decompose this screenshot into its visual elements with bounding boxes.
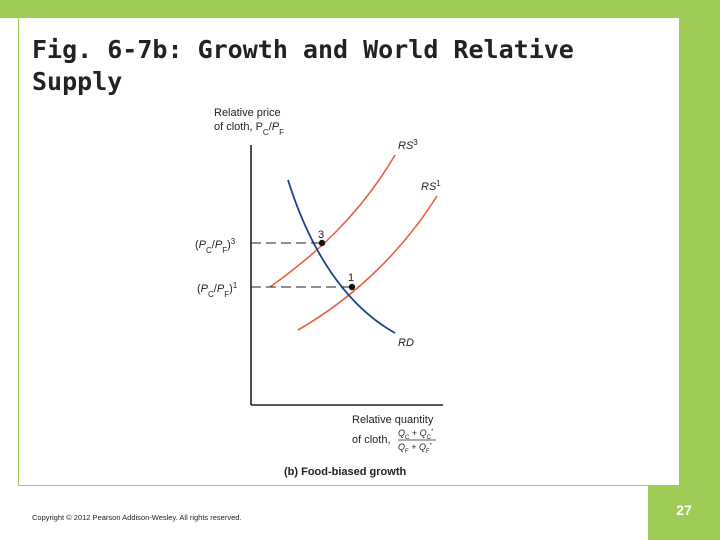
- point-label-1: 1: [348, 272, 354, 284]
- diagram-caption: (b) Food-biased growth: [284, 466, 406, 478]
- copyright-notice: Copyright © 2012 Pearson Addison-Wesley.…: [32, 513, 242, 522]
- x-axis-label-line2: of cloth,: [352, 434, 391, 446]
- x-fraction-denominator: QF + QF*: [398, 442, 433, 455]
- rd-curve: [287, 179, 396, 334]
- rd-label: RD: [398, 337, 414, 349]
- rs1-curve: [297, 195, 438, 331]
- x-fraction-numerator: QC + QC*: [398, 428, 434, 441]
- rs3-label: RS3: [398, 138, 418, 153]
- x-axis-label-line1: Relative quantity: [352, 414, 434, 426]
- price-label-1: (PC/PF)1: [197, 281, 238, 299]
- slide-title: Fig. 6-7b: Growth and World Relative Sup…: [32, 35, 574, 96]
- rs1-label: RS1: [421, 179, 441, 194]
- top-accent-bar: [0, 0, 720, 18]
- price-label-3: (PC/PF)3: [195, 237, 236, 255]
- rs3-curve: [269, 154, 396, 288]
- point-label-3: 3: [318, 229, 324, 241]
- page-number: 27: [676, 502, 692, 518]
- right-accent-bar: [680, 0, 720, 540]
- equilibrium-point-1: [348, 283, 356, 291]
- y-axis-label-line2: of cloth, PC/PF: [214, 121, 284, 137]
- y-axis-label-line1: Relative price: [214, 107, 281, 119]
- slide-frame: [18, 18, 680, 486]
- page-number-box: [648, 486, 720, 540]
- equilibrium-point-3: [318, 239, 326, 247]
